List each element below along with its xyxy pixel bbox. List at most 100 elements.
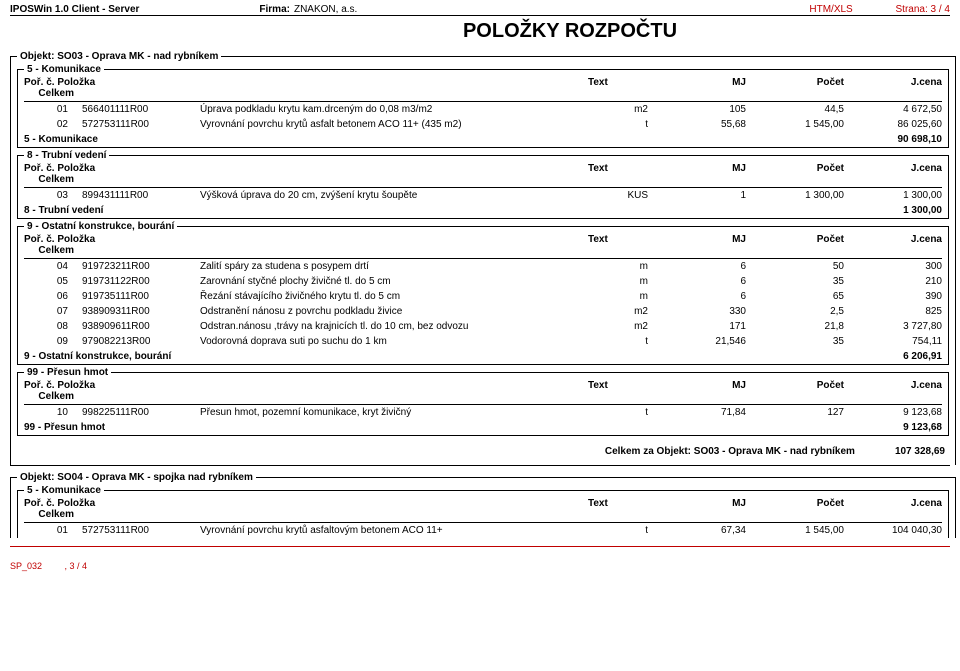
section-8-title: 8 - Trubní vedení [24,150,109,161]
cell-mj: t [588,407,648,418]
object-so03: Objekt: SO03 - Oprava MK - nad rybníkem … [10,51,956,465]
section-99-title: 99 - Přesun hmot [24,367,111,378]
cell-code: 919735111R00 [82,291,192,302]
cell-celkem: 825 [852,306,942,317]
table-row: 01572753111R00Vyrovnání povrchu krytů as… [24,523,942,538]
table-row: 02572753111R00Vyrovnání povrchu krytů as… [24,117,942,132]
top-right: HTM/XLS Strana: 3 / 4 [809,4,950,15]
section-5-komunikace: 5 - Komunikace Poř. č. Položka Text MJ P… [17,64,949,147]
cell-code: 566401111R00 [82,104,192,115]
cell-celkem: 390 [852,291,942,302]
table-row: 01566401111R00Úprava podkladu krytu kam.… [24,102,942,117]
cell-porc: 05 [24,276,74,287]
cell-pocet: 6 [656,261,746,272]
cell-celkem: 210 [852,276,942,287]
cell-pocet: 330 [656,306,746,317]
cell-pocet: 55,68 [656,119,746,130]
cell-text: Výšková úprava do 20 cm, zvýšení krytu š… [200,190,580,201]
section-9-ostatni: 9 - Ostatní konstrukce, bourání Poř. č. … [17,221,949,364]
table-row: 06919735111R00Řezání stávajícího živičné… [24,289,942,304]
col-porc-polozka: Poř. č. Položka [24,77,192,88]
cell-jcena: 1 300,00 [754,190,844,201]
cell-jcena: 35 [754,336,844,347]
cell-code: 998225111R00 [82,407,192,418]
rows-container: 03 899431111R00 Výšková úprava do 20 cm, z… [24,188,942,203]
cell-porc: 09 [24,336,74,347]
cell-text: Zalití spáry za studena s posypem drtí [200,261,580,272]
cell-celkem: 9 123,68 [852,407,942,418]
cell-pocet: 1 [656,190,746,201]
table-row: 08938909611R00Odstran.nánosu ,trávy na k… [24,319,942,334]
table-header: Poř. č. Položka Text MJ Počet J.cena Cel… [24,378,942,404]
cell-jcena: 35 [754,276,844,287]
subtotal-row: 9 - Ostatní konstrukce, bourání 6 206,91 [24,349,942,364]
cell-celkem: 4 672,50 [852,104,942,115]
htmxls-label: HTM/XLS [809,4,852,15]
subtotal-row: 99 - Přesun hmot 9 123,68 [24,420,942,435]
cell-porc: 03 [24,190,74,201]
firma-label: Firma: [259,4,290,15]
cell-text: Vyrovnání povrchu krytů asfaltovým beton… [200,525,580,536]
cell-text: Odstranění nánosu z povrchu podkladu živ… [200,306,580,317]
cell-pocet: 21,546 [656,336,746,347]
table-header: Poř. č. Položka Text MJ Počet J.cena Cel… [24,232,942,258]
top-bar: IPOSWin 1.0 Client - Server Firma: ZNAKO… [10,4,950,15]
cell-porc: 10 [24,407,74,418]
table-row: 09979082213R00Vodorovná doprava suti po … [24,334,942,349]
cell-jcena: 44,5 [754,104,844,115]
cell-celkem: 104 040,30 [852,525,942,536]
table-header: Poř. č. Položka Text MJ Počet J.cena Cel… [24,161,942,187]
col-jcena: J.cena [852,77,942,88]
section-99-presun: 99 - Přesun hmot Poř. č. Položka Text MJ… [17,367,949,435]
cell-code: 938909611R00 [82,321,192,332]
object-so04-title: Objekt: SO04 - Oprava MK - spojka nad ry… [17,472,256,483]
cell-pocet: 105 [656,104,746,115]
cell-code: 919731122R00 [82,276,192,287]
cell-jcena: 50 [754,261,844,272]
cell-celkem: 754,11 [852,336,942,347]
footer-separator [10,546,950,547]
cell-jcena: 21,8 [754,321,844,332]
cell-text: Řezání stávajícího živičného krytu tl. d… [200,291,580,302]
top-separator [10,15,950,16]
section-5-title: 5 - Komunikace [24,64,104,75]
cell-mj: KUS [588,190,648,201]
cell-pocet: 171 [656,321,746,332]
section-8-trubni: 8 - Trubní vedení Poř. č. Položka Text M… [17,150,949,218]
cell-code: 899431111R00 [82,190,192,201]
cell-celkem: 1 300,00 [852,190,942,201]
rows-container: 10 998225111R00 Přesun hmot, pozemní komun… [24,405,942,420]
cell-porc: 04 [24,261,74,272]
object-so03-title: Objekt: SO03 - Oprava MK - nad rybníkem [17,51,221,62]
subtotal-label: 5 - Komunikace [24,134,580,145]
cell-porc: 01 [24,525,74,536]
cell-text: Vodorovná doprava suti po suchu do 1 km [200,336,580,347]
cell-pocet: 6 [656,276,746,287]
table-row: 05919731122R00Zarovnání styčné plochy ži… [24,274,942,289]
rows-container: 01566401111R00Úprava podkladu krytu kam.… [24,102,942,132]
cell-mj: m2 [588,104,648,115]
cell-porc: 02 [24,119,74,130]
cell-jcena: 1 545,00 [754,525,844,536]
cell-pocet: 67,34 [656,525,746,536]
table-header: Poř. č. Položka Text MJ Počet J.cena Cel… [24,75,942,101]
cell-mj: m2 [588,306,648,317]
cell-pocet: 6 [656,291,746,302]
cell-mj: t [588,336,648,347]
cell-jcena: 127 [754,407,844,418]
rows-container: 04 919723211R00 Zalití spáry za studena s … [24,259,942,349]
cell-pocet: 71,84 [656,407,746,418]
section-separator [17,147,949,148]
grand-total-row: Celkem za Objekt: SO03 - Oprava MK - nad… [17,436,949,465]
section-5-komunikace-2: 5 - Komunikace Poř. č. Položka Text MJ P… [17,485,949,538]
cell-celkem: 300 [852,261,942,272]
table-row: 07938909311R00Odstranění nánosu z povrch… [24,304,942,319]
cell-text: Přesun hmot, pozemní komunikace, kryt ži… [200,407,580,418]
subtotal-value: 90 698,10 [852,134,942,145]
cell-code: 572753111R00 [82,119,192,130]
cell-text: Úprava podkladu krytu kam.drceným do 0,0… [200,104,580,115]
cell-porc: 07 [24,306,74,317]
cell-code: 919723211R00 [82,261,192,272]
col-celkem: Celkem [24,88,74,99]
app-name: IPOSWin 1.0 Client - Server [10,4,139,15]
